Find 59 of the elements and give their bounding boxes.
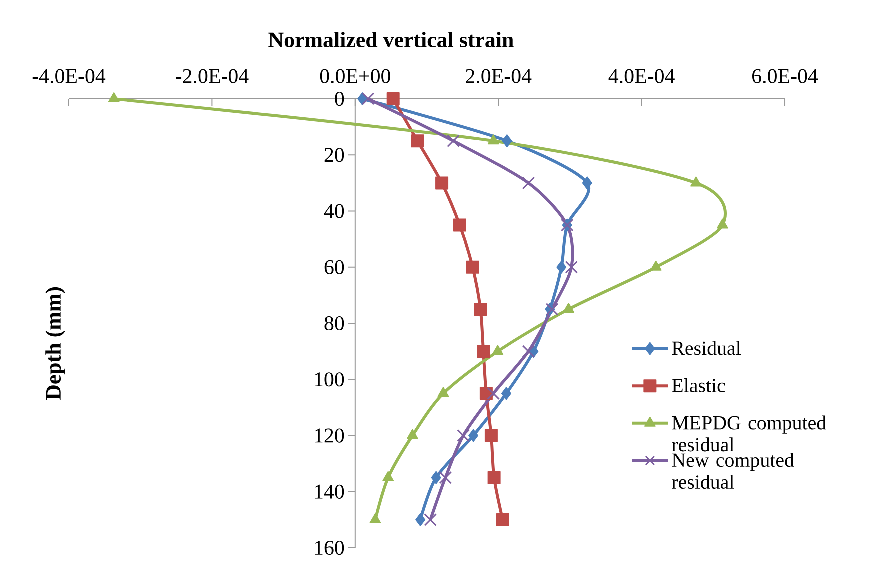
point [406,429,418,440]
point [382,471,394,482]
point [411,134,424,148]
point [362,92,375,106]
point [717,218,728,229]
point [436,176,449,190]
y-tick-label: 100 [315,372,344,387]
point [487,387,500,400]
point [496,513,510,526]
point [108,92,120,102]
point [565,260,578,274]
y-tick-label: 120 [315,428,344,443]
point [501,387,512,400]
point [488,471,501,484]
y-tick-label: 40 [324,204,344,218]
x-tick-label: 6.0E-04 [752,69,818,84]
point [563,302,574,313]
point [474,302,488,316]
point [466,260,480,274]
y-tick-label: 20 [324,148,344,162]
point [690,176,702,187]
x-tick-label: -4.0E-04 [32,69,106,84]
legend-label: Elastic [672,378,726,392]
x-tick-label: 2.0E-04 [466,69,532,84]
point [546,303,559,316]
y-axis-title: Depth (mm) [46,288,66,400]
x-tick-label: 4.0E-04 [608,69,675,84]
y-tick-label: 60 [324,260,344,274]
point [457,429,470,442]
point [502,134,512,148]
point [438,387,450,398]
point [424,514,437,526]
point [522,176,536,190]
point [431,471,442,484]
legend-label: New computed residual [672,453,794,489]
y-tick-label: 80 [324,316,344,331]
legend-label: Residual [672,341,741,356]
point [386,92,400,106]
point [556,260,567,274]
y-tick-label: 0 [335,92,344,106]
point [492,345,504,356]
point [484,429,498,442]
point [453,218,466,232]
point [439,471,452,484]
point [522,345,536,358]
point [488,134,500,145]
point [477,345,490,358]
x-tick-label: 0.0E+00 [320,69,390,84]
point [650,260,662,271]
point [582,176,592,190]
point [416,513,426,526]
x-axis-title: Normalized vertical strain [268,32,514,48]
y-tick-label: 140 [315,484,344,499]
point [447,134,460,148]
point [468,429,479,442]
y-tick-label: 160 [315,540,344,556]
point [370,513,382,524]
legend-label: MEPDG computed residual [672,416,826,452]
x-tick-label: -2.0E-04 [176,69,249,84]
